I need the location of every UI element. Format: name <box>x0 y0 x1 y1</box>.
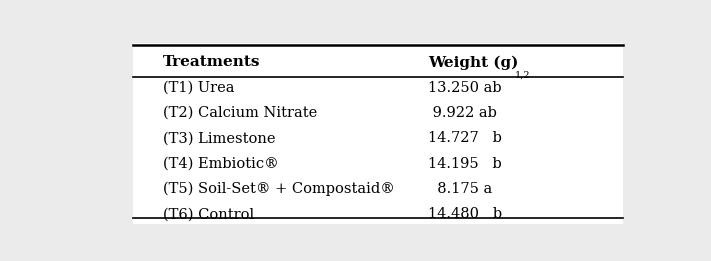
Text: (T5) Soil-Set® + Compostaid®: (T5) Soil-Set® + Compostaid® <box>164 182 395 196</box>
Text: 14.727   b: 14.727 b <box>428 131 502 145</box>
Bar <box>133 43 624 224</box>
Text: 9.922 ab: 9.922 ab <box>428 106 496 120</box>
Text: Treatments: Treatments <box>164 56 261 69</box>
Text: (T3) Limestone: (T3) Limestone <box>164 131 276 145</box>
Text: 13.250 ab: 13.250 ab <box>428 81 501 94</box>
Text: (T6) Control: (T6) Control <box>164 207 255 221</box>
Text: 1,2: 1,2 <box>515 71 530 80</box>
Text: (T1) Urea: (T1) Urea <box>164 81 235 94</box>
Text: 14.195   b: 14.195 b <box>428 157 501 170</box>
Text: Weight (g): Weight (g) <box>428 55 518 70</box>
Text: 14.480   b: 14.480 b <box>428 207 502 221</box>
Text: (T4) Embiotic®: (T4) Embiotic® <box>164 157 279 170</box>
Text: (T2) Calcium Nitrate: (T2) Calcium Nitrate <box>164 106 318 120</box>
Text: 8.175 a: 8.175 a <box>428 182 492 196</box>
